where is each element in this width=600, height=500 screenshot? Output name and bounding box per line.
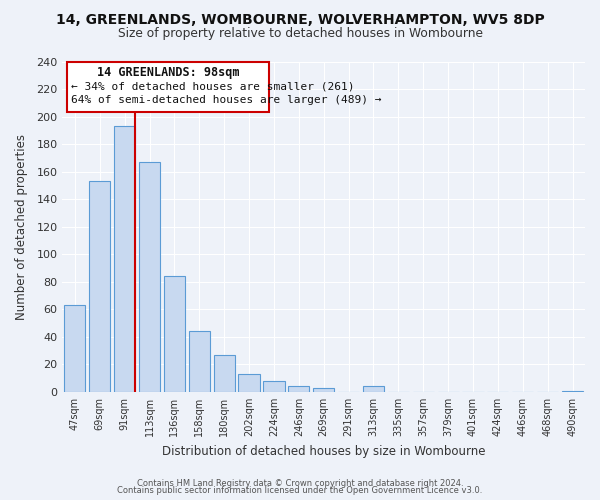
Bar xyxy=(214,355,235,392)
Bar xyxy=(64,305,85,392)
Text: Contains public sector information licensed under the Open Government Licence v3: Contains public sector information licen… xyxy=(118,486,482,495)
Bar xyxy=(89,182,110,392)
Text: 64% of semi-detached houses are larger (489) →: 64% of semi-detached houses are larger (… xyxy=(71,95,382,105)
Bar xyxy=(263,381,284,392)
Text: Size of property relative to detached houses in Wombourne: Size of property relative to detached ho… xyxy=(118,28,482,40)
Bar xyxy=(562,390,583,392)
Bar xyxy=(288,386,310,392)
Bar xyxy=(313,388,334,392)
Bar xyxy=(164,276,185,392)
Text: 14 GREENLANDS: 98sqm: 14 GREENLANDS: 98sqm xyxy=(97,66,239,79)
Text: 14, GREENLANDS, WOMBOURNE, WOLVERHAMPTON, WV5 8DP: 14, GREENLANDS, WOMBOURNE, WOLVERHAMPTON… xyxy=(56,12,544,26)
X-axis label: Distribution of detached houses by size in Wombourne: Distribution of detached houses by size … xyxy=(162,444,485,458)
Bar xyxy=(363,386,384,392)
Bar xyxy=(238,374,260,392)
Bar xyxy=(139,162,160,392)
Bar xyxy=(114,126,135,392)
FancyBboxPatch shape xyxy=(67,62,269,112)
Bar xyxy=(189,332,210,392)
Text: ← 34% of detached houses are smaller (261): ← 34% of detached houses are smaller (26… xyxy=(71,82,355,92)
Y-axis label: Number of detached properties: Number of detached properties xyxy=(15,134,28,320)
Text: Contains HM Land Registry data © Crown copyright and database right 2024.: Contains HM Land Registry data © Crown c… xyxy=(137,478,463,488)
